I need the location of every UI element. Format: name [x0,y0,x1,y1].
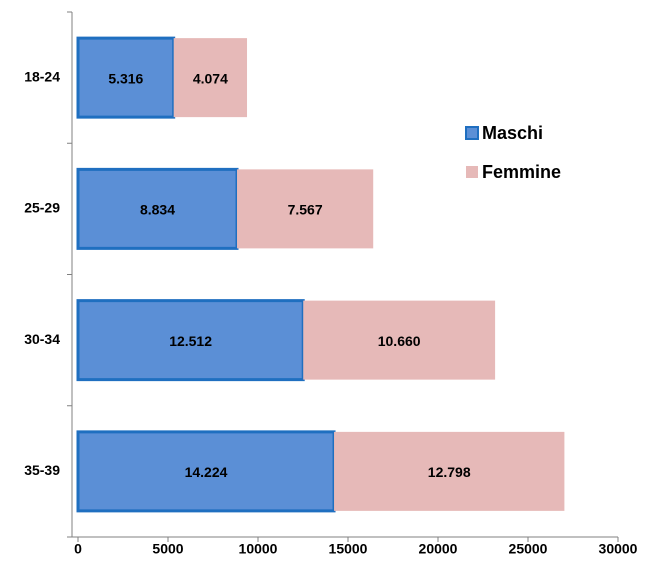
data-label: 8.834 [140,202,175,218]
x-tick-label: 10000 [239,541,278,557]
x-tick-label: 20000 [419,541,458,557]
y-tick-label: 30-34 [24,331,60,347]
x-tick-label: 5000 [152,541,183,557]
x-tick-label: 25000 [509,541,548,557]
legend-swatch [466,166,478,178]
legend-swatch [465,126,479,140]
bar-segment [76,430,336,513]
x-tick-label: 15000 [329,541,368,557]
bar-segment [334,431,565,511]
data-label: 7.567 [288,202,323,218]
bar-segment [76,36,176,119]
data-label: 12.512 [169,333,212,349]
x-tick-label: 0 [74,541,82,557]
legend-label: Maschi [482,123,543,143]
data-label: 4.074 [193,70,228,86]
data-label: 5.316 [108,70,143,86]
data-label: 10.660 [378,333,421,349]
y-tick-label: 25-29 [24,200,60,216]
bar-segment [237,169,374,249]
x-tick-label: 30000 [599,541,638,557]
bar-segment [303,300,496,380]
bar-segment [173,38,248,118]
bar-segment [76,167,239,250]
y-tick-label: 18-24 [24,68,60,84]
legend-label: Femmine [482,162,561,182]
data-label: 12.798 [428,464,471,480]
y-tick-label: 35-39 [24,462,60,478]
data-label: 14.224 [185,464,228,480]
